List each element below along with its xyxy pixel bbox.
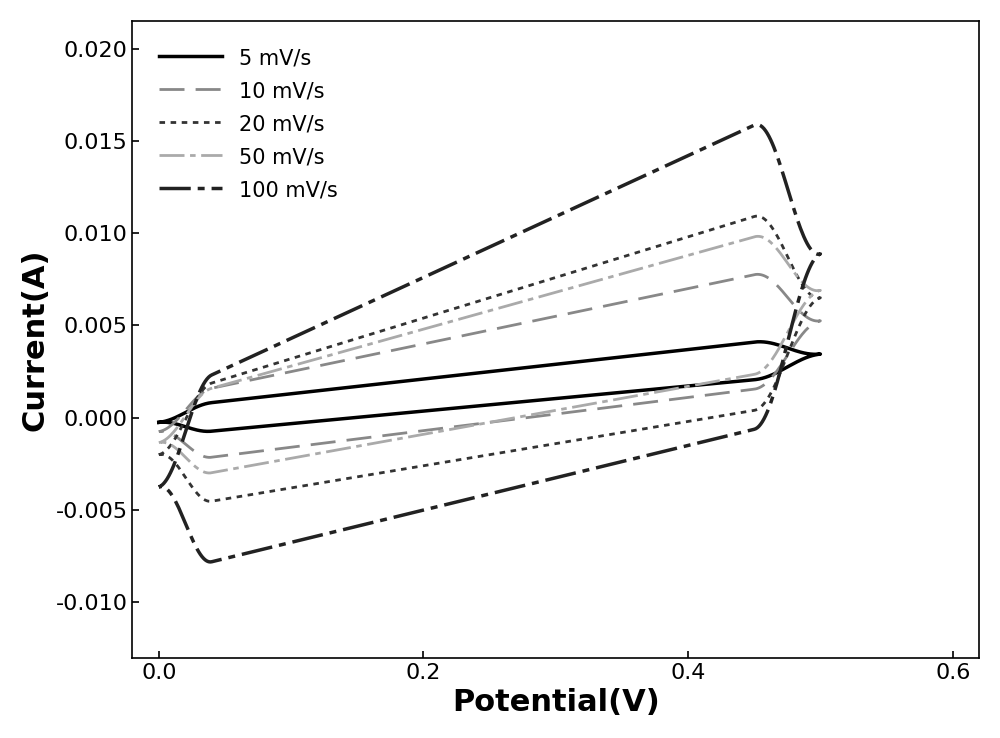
Legend: 5 mV/s, 10 mV/s, 20 mV/s, 50 mV/s, 100 mV/s: 5 mV/s, 10 mV/s, 20 mV/s, 50 mV/s, 100 m…: [143, 31, 354, 217]
Y-axis label: Current(A): Current(A): [21, 248, 50, 430]
5 mV/s: [632, 386, 644, 395]
50 mV/s: [751, 232, 763, 241]
Line: 10 mV/s: 10 mV/s: [159, 275, 820, 458]
50 mV/s: [672, 384, 684, 393]
Line: 5 mV/s: 5 mV/s: [159, 342, 820, 432]
5 mV/s: [234, 395, 246, 404]
20 mV/s: [632, 425, 644, 434]
10 mV/s: [204, 453, 216, 462]
100 mV/s: [672, 444, 684, 452]
20 mV/s: [707, 413, 719, 421]
5 mV/s: [335, 415, 347, 424]
100 mV/s: [471, 492, 483, 501]
20 mV/s: [204, 497, 216, 506]
10 mV/s: [707, 390, 719, 399]
Line: 50 mV/s: 50 mV/s: [159, 236, 820, 473]
100 mV/s: [234, 357, 246, 366]
100 mV/s: [153, 483, 165, 492]
5 mV/s: [707, 379, 719, 388]
5 mV/s: [203, 427, 215, 436]
10 mV/s: [153, 427, 165, 436]
50 mV/s: [234, 376, 246, 384]
20 mV/s: [153, 450, 165, 459]
20 mV/s: [153, 450, 165, 459]
Line: 20 mV/s: 20 mV/s: [159, 216, 820, 501]
5 mV/s: [672, 382, 684, 391]
10 mV/s: [335, 437, 347, 446]
50 mV/s: [471, 420, 483, 429]
50 mV/s: [632, 391, 644, 400]
10 mV/s: [471, 419, 483, 428]
100 mV/s: [632, 453, 644, 462]
50 mV/s: [335, 445, 347, 454]
5 mV/s: [153, 418, 165, 427]
50 mV/s: [707, 378, 719, 387]
100 mV/s: [335, 525, 347, 534]
20 mV/s: [471, 452, 483, 461]
50 mV/s: [203, 469, 215, 477]
100 mV/s: [204, 557, 216, 566]
20 mV/s: [234, 370, 246, 379]
10 mV/s: [672, 394, 684, 403]
10 mV/s: [632, 399, 644, 408]
5 mV/s: [471, 401, 483, 410]
100 mV/s: [751, 120, 763, 129]
100 mV/s: [707, 435, 719, 444]
20 mV/s: [751, 212, 763, 221]
5 mV/s: [753, 337, 765, 346]
50 mV/s: [153, 438, 165, 447]
50 mV/s: [153, 438, 165, 447]
X-axis label: Potential(V): Potential(V): [452, 688, 660, 717]
10 mV/s: [234, 378, 246, 387]
Line: 100 mV/s: 100 mV/s: [159, 125, 820, 562]
10 mV/s: [153, 427, 165, 436]
100 mV/s: [153, 483, 165, 492]
10 mV/s: [751, 270, 763, 279]
20 mV/s: [672, 418, 684, 427]
5 mV/s: [153, 418, 165, 427]
20 mV/s: [335, 475, 347, 484]
